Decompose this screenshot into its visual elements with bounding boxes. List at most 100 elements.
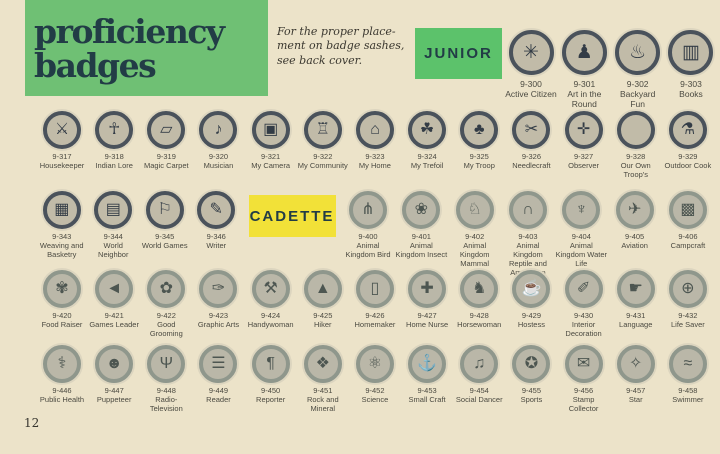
badge-row-3-junior: ▦ 9-343 Weaving and Basketry ▤ 9-344 Wor…: [36, 191, 242, 259]
badge-number: 9-420: [52, 311, 72, 320]
wave-icon: ≈: [683, 355, 693, 372]
badge-number: 9-423: [208, 311, 229, 320]
open-book-icon: ☰: [211, 355, 226, 372]
stars-icon: ✧: [629, 355, 643, 372]
badge-circle: ✈: [615, 191, 654, 229]
basket-icon: ▦: [54, 201, 70, 218]
badge-9-446: ⚕ 9-446 Public Health: [36, 345, 88, 404]
badge-name: Our Own Troop's: [620, 161, 651, 179]
badge-name: Radio-Television: [149, 395, 183, 413]
badge-number: 9-452: [365, 386, 385, 395]
badge-circle: ❖: [303, 345, 342, 383]
badge-9-344: ▤ 9-344 World Neighbor: [88, 191, 140, 259]
badge-9-329: ⚗ 9-329 Outdoor Cook: [662, 111, 714, 170]
badge-circle: ⚓: [408, 345, 447, 383]
atom-icon: ⚛: [367, 355, 383, 372]
badge-number: 9-324: [417, 152, 437, 161]
statue-icon: ♟: [575, 42, 593, 63]
house-icon: ⌂: [370, 121, 380, 138]
badge-9-432: ⊕ 9-432 Life Saver: [662, 270, 714, 329]
badge-9-403: ∩ 9-403 Animal Kingdom Reptile and Amphi…: [502, 191, 554, 277]
badge-circle: ▥: [668, 30, 714, 75]
badge-9-323: ⌂ 9-323 My Home: [349, 111, 401, 170]
badge-9-457: ✧ 9-457 Star: [610, 345, 662, 404]
badge-9-427: ✚ 9-427 Home Nurse: [401, 270, 453, 329]
badge-name: Good Grooming: [149, 320, 183, 338]
badge-number: 9-404: [571, 232, 591, 241]
badge-9-317: ⚔ 9-317 Housekeeper: [36, 111, 88, 170]
badge-circle: ▲: [303, 270, 342, 308]
badge-9-327: ✛ 9-327 Observer: [558, 111, 610, 170]
badge-number: 9-406: [678, 232, 698, 241]
community-building-icon: ♖: [315, 121, 330, 138]
badge-9-451: ❖ 9-451 Rock and Mineral: [297, 345, 349, 413]
badge-name: Puppeteer: [96, 395, 132, 404]
badge-9-430: ✐ 9-430 Interior Decoration: [558, 270, 610, 338]
badge-number: 9-428: [469, 311, 489, 320]
badge-circle: ☛: [616, 270, 655, 308]
badge-row-junior-2: ⚔ 9-317 Housekeeper ☥ 9-318 Indian Lore …: [36, 111, 714, 179]
badge-number: 9-402: [465, 232, 485, 241]
badge-circle: ▩: [668, 191, 707, 229]
badge-number: 9-429: [521, 311, 541, 320]
badge-circle: ☰: [199, 345, 238, 383]
camera-icon: ▣: [263, 121, 279, 138]
badge-9-422: ✿ 9-422 Good Grooming: [140, 270, 192, 338]
badge-name: Campcraft: [670, 241, 706, 250]
badge-9-429: ☕ 9-429 Hostess: [505, 270, 557, 329]
badge-circle: ♆: [562, 191, 601, 229]
mammal-icon: ♘: [467, 201, 482, 218]
signing-hand-icon: ☛: [628, 280, 643, 297]
puppet-head-icon: ☻: [105, 355, 123, 372]
badge-number: 9-424: [261, 311, 281, 320]
badge-name: My Camera: [251, 161, 290, 170]
badge-number: 9-301: [573, 79, 596, 89]
doorway-icon: ▯: [370, 280, 380, 297]
badge-circle: ☥: [95, 111, 134, 149]
scroll-icon: ✎: [209, 201, 223, 218]
badge-9-426: ▯ 9-426 Homemaker: [349, 270, 401, 329]
placement-note: For the proper place- ment on badge sash…: [277, 25, 405, 67]
badge-9-447: ☻ 9-447 Puppeteer: [88, 345, 140, 404]
crossed-tools-icon: ⚒: [263, 280, 278, 297]
badge-circle: ✧: [616, 345, 655, 383]
badge-number: 9-300: [520, 79, 542, 89]
badge-number: 9-430: [573, 311, 594, 320]
playing-figures-icon: ⚐: [157, 201, 172, 218]
badge-number: 9-450: [261, 386, 281, 395]
badge-9-405: ✈ 9-405 Aviation: [609, 191, 661, 277]
junior-section-label: JUNIOR: [415, 28, 502, 79]
badge-9-431: ☛ 9-431 Language: [610, 270, 662, 329]
badge-9-302: ♨ 9-302 Backyard Fun: [612, 30, 664, 110]
badge-name: Active Citizen: [505, 89, 557, 100]
badge-number: 9-322: [313, 152, 333, 161]
title-block: proficiency badges: [25, 0, 268, 96]
badge-circle: ♨: [615, 30, 661, 75]
badge-circle: ⚒: [251, 270, 290, 308]
ink-roller-icon: ✑: [211, 280, 226, 297]
badge-name: Aviation: [621, 241, 648, 250]
badge-circle: ♣: [460, 111, 499, 149]
badge-name: Reader: [206, 395, 231, 404]
bird-icon: ⋔: [361, 201, 375, 218]
badge-circle: ⚗: [668, 111, 707, 149]
teapot-icon: ☕: [521, 280, 542, 297]
world-building-icon: ▤: [105, 201, 121, 218]
anchor-icon: ⚓: [417, 355, 438, 372]
badge-name: Magic Carpet: [144, 161, 189, 170]
badge-circle: ☻: [95, 345, 134, 383]
badge-9-456: ✉ 9-456 Stamp Collector: [558, 345, 610, 413]
badge-number: 9-457: [626, 386, 646, 395]
badge-9-455: ✪ 9-455 Sports: [505, 345, 557, 404]
badge-circle: ✐: [564, 270, 603, 308]
badge-circle: ✿: [147, 270, 186, 308]
badge-9-301: ♟ 9-301 Art in the Round: [558, 30, 610, 110]
badge-name: Small Craft: [408, 395, 446, 404]
badge-circle: ◄: [95, 270, 134, 308]
badge-circle: ♞: [460, 270, 499, 308]
pincushion-icon: ✂: [524, 121, 539, 138]
badge-name: World Neighbor: [98, 241, 129, 259]
badge-9-402: ♘ 9-402 Animal Kingdom Mammal: [449, 191, 501, 277]
badge-9-454: ♫ 9-454 Social Dancer: [453, 345, 505, 404]
badge-number: 9-453: [417, 386, 437, 395]
